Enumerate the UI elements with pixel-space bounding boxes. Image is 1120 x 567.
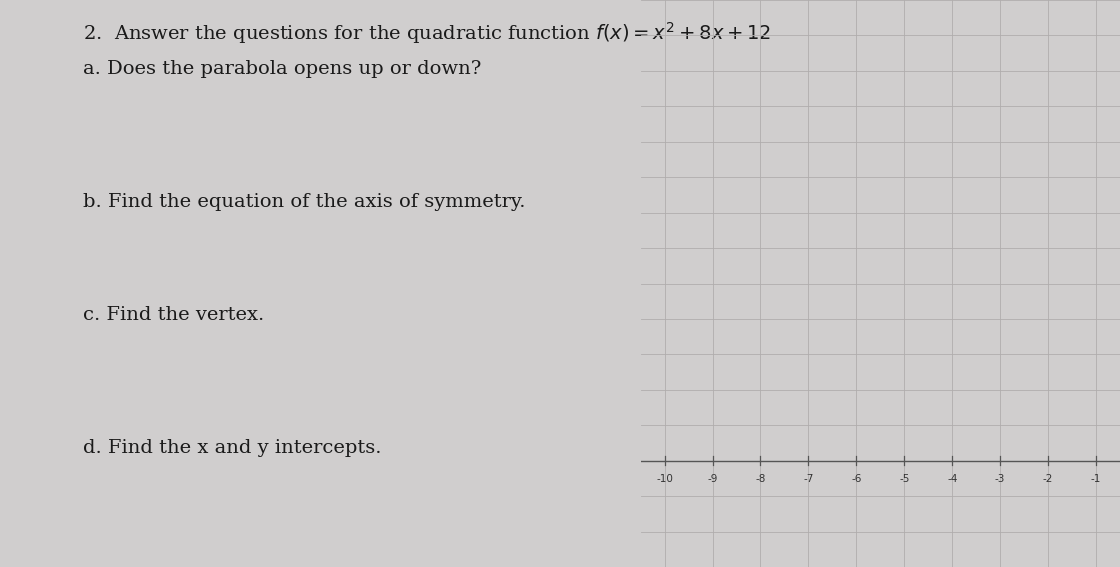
Text: a. Does the parabola opens up or down?: a. Does the parabola opens up or down?	[83, 60, 482, 78]
Text: -3: -3	[995, 474, 1006, 484]
Text: -5: -5	[899, 474, 909, 484]
Text: -10: -10	[656, 474, 673, 484]
Text: -7: -7	[803, 474, 813, 484]
Text: -8: -8	[755, 474, 766, 484]
Text: d. Find the x and y intercepts.: d. Find the x and y intercepts.	[83, 439, 382, 458]
Text: b. Find the equation of the axis of symmetry.: b. Find the equation of the axis of symm…	[83, 193, 525, 211]
Text: 2.  Answer the questions for the quadratic function $f(x) = x^2 + 8x + 12$: 2. Answer the questions for the quadrati…	[83, 20, 772, 46]
Text: c. Find the vertex.: c. Find the vertex.	[83, 306, 264, 324]
Text: -4: -4	[948, 474, 958, 484]
Text: -1: -1	[1091, 474, 1101, 484]
Text: -6: -6	[851, 474, 861, 484]
Text: -2: -2	[1043, 474, 1053, 484]
Text: -9: -9	[708, 474, 718, 484]
